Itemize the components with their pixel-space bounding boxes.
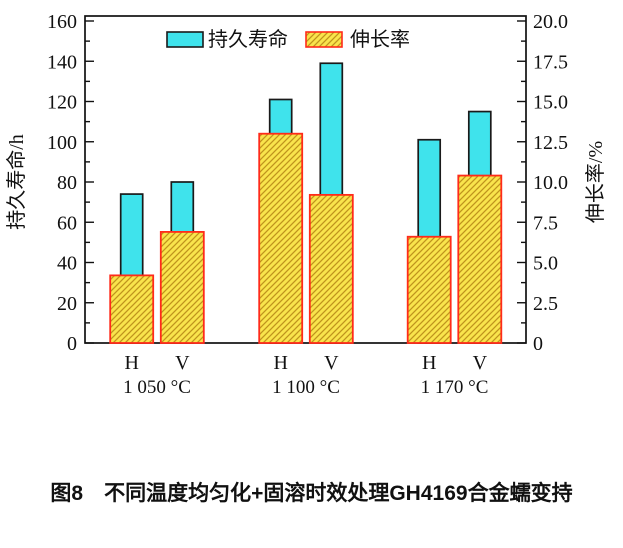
- y-right-tick-label: 10.0: [533, 172, 568, 194]
- y-left-axis-title: 持久寿命/h: [5, 134, 28, 230]
- bar-elongation: [159, 231, 205, 344]
- caption-chinese-line1: 图8 不同温度均匀化+固溶时效处理GH4169合金蠕变持: [50, 482, 573, 505]
- legend-label-endurance-life: 持久寿命: [208, 28, 288, 51]
- y-left-tick-label: 0: [67, 333, 77, 355]
- y-left-tick-label: 160: [47, 11, 77, 33]
- y-left-tick-label: 140: [47, 51, 77, 73]
- x-category-label: H: [124, 352, 138, 374]
- legend-swatch-endurance-life: [166, 31, 204, 48]
- y-right-tick-label: 12.5: [533, 132, 568, 154]
- y-right-tick-label: 0: [533, 333, 543, 355]
- y-right-tick-label: 2.5: [533, 293, 558, 315]
- x-category-label: V: [473, 352, 488, 374]
- y-left-tick-label: 80: [57, 172, 77, 194]
- bar-elongation: [109, 274, 155, 344]
- caption-chinese: 图8 不同温度均匀化+固溶时效处理GH4169合金蠕变持 久性能: [0, 409, 623, 548]
- bar-elongation: [457, 174, 503, 344]
- y-right-axis-title: 伸长率/%: [584, 141, 607, 223]
- x-group-temperature-label: 1 050 °C: [123, 377, 191, 398]
- x-category-label: H: [273, 352, 287, 374]
- y-left-tick-label: 20: [57, 293, 77, 315]
- y-left-tick-label: 100: [47, 132, 77, 154]
- y-left-tick-label: 40: [57, 253, 77, 275]
- x-group-temperature-label: 1 170 °C: [421, 377, 489, 398]
- y-right-tick-label: 15.0: [533, 92, 568, 114]
- bar-elongation: [308, 193, 354, 344]
- legend-label-elongation: 伸长率: [350, 28, 410, 51]
- y-right-tick-label: 17.5: [533, 51, 568, 73]
- x-category-label: H: [422, 352, 436, 374]
- y-right-tick-label: 20.0: [533, 11, 568, 33]
- x-category-label: V: [175, 352, 190, 374]
- legend-swatch-elongation: [305, 31, 343, 48]
- y-left-tick-label: 60: [57, 212, 77, 234]
- chart-frame: [84, 15, 527, 344]
- bar-elongation: [406, 235, 452, 344]
- x-category-label: V: [324, 352, 339, 374]
- y-right-tick-label: 5.0: [533, 253, 558, 275]
- x-group-temperature-label: 1 100 °C: [272, 377, 340, 398]
- y-left-tick-label: 120: [47, 92, 77, 114]
- y-right-tick-label: 7.5: [533, 212, 558, 234]
- bar-elongation: [258, 132, 304, 344]
- creep-endurance-chart: 0 20 40 60 80 100 120 140 160 0 2.5 5.0 7.5 10.0 12.5 1…: [5, 11, 607, 398]
